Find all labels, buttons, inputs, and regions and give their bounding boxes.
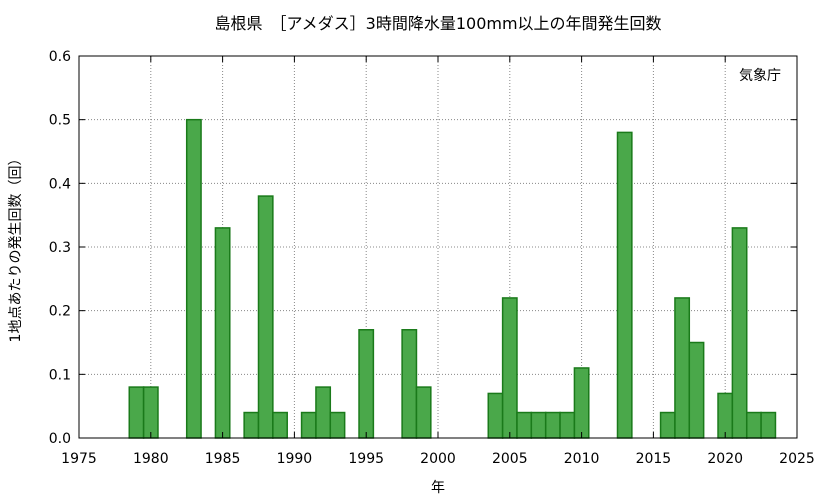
annotation-label: 気象庁 bbox=[739, 68, 781, 84]
bar bbox=[745, 411, 762, 439]
y-tick-label: 0.1 bbox=[49, 367, 71, 383]
axis-ticks bbox=[78, 55, 798, 439]
bar bbox=[257, 195, 274, 439]
bars bbox=[128, 118, 777, 439]
bar bbox=[674, 297, 691, 439]
x-tick-label: 1995 bbox=[348, 451, 384, 467]
x-axis-label: 年 bbox=[431, 480, 445, 496]
x-tick-label: 1990 bbox=[277, 451, 313, 467]
bar bbox=[185, 118, 202, 439]
bar bbox=[530, 411, 547, 439]
x-tick-label: 2000 bbox=[420, 451, 456, 467]
x-tick-label: 2005 bbox=[492, 451, 528, 467]
x-tick-label: 1985 bbox=[205, 451, 241, 467]
x-tick-label: 2015 bbox=[636, 451, 672, 467]
x-tick-label: 2010 bbox=[564, 451, 600, 467]
bar bbox=[401, 329, 418, 439]
bar bbox=[272, 411, 288, 439]
bar bbox=[717, 392, 734, 439]
x-tick-label: 1975 bbox=[61, 451, 97, 467]
bar bbox=[128, 386, 145, 439]
y-tick-labels: 0.0 0.1 0.2 0.3 0.4 0.5 0.6 bbox=[49, 49, 71, 447]
bar bbox=[214, 227, 231, 439]
y-tick-label: 0.4 bbox=[49, 176, 71, 192]
bar bbox=[315, 386, 332, 439]
bar bbox=[516, 411, 533, 439]
bar bbox=[760, 411, 777, 439]
bar bbox=[559, 411, 576, 439]
bar bbox=[688, 341, 705, 439]
x-tick-label: 2025 bbox=[779, 451, 815, 467]
bar bbox=[573, 367, 590, 439]
bar bbox=[659, 411, 676, 439]
x-tick-labels: 1975 1980 1985 1990 1995 2000 2005 2010 2015 2020… bbox=[61, 451, 815, 467]
bar bbox=[487, 392, 504, 439]
bar bbox=[142, 386, 159, 439]
bar bbox=[544, 411, 561, 439]
chart-title: 島根県 ［アメダス］3時間降水量100mm以上の年間発生回数 bbox=[214, 14, 661, 33]
y-tick-label: 0.3 bbox=[49, 240, 71, 256]
bar bbox=[300, 411, 317, 439]
y-axis-label: 1地点あたりの発生回数（回） bbox=[8, 152, 24, 343]
y-tick-label: 0.0 bbox=[49, 431, 71, 447]
x-tick-label: 1980 bbox=[133, 451, 169, 467]
bar bbox=[329, 411, 346, 439]
y-tick-label: 0.2 bbox=[49, 304, 71, 320]
x-tick-label: 2020 bbox=[707, 451, 743, 467]
bar bbox=[358, 329, 375, 439]
bar bbox=[616, 131, 633, 439]
y-tick-label: 0.5 bbox=[49, 113, 71, 129]
bar bbox=[501, 297, 518, 439]
bar bbox=[731, 227, 748, 439]
bar bbox=[243, 411, 260, 439]
bar bbox=[415, 386, 432, 439]
y-tick-label: 0.6 bbox=[49, 49, 71, 65]
